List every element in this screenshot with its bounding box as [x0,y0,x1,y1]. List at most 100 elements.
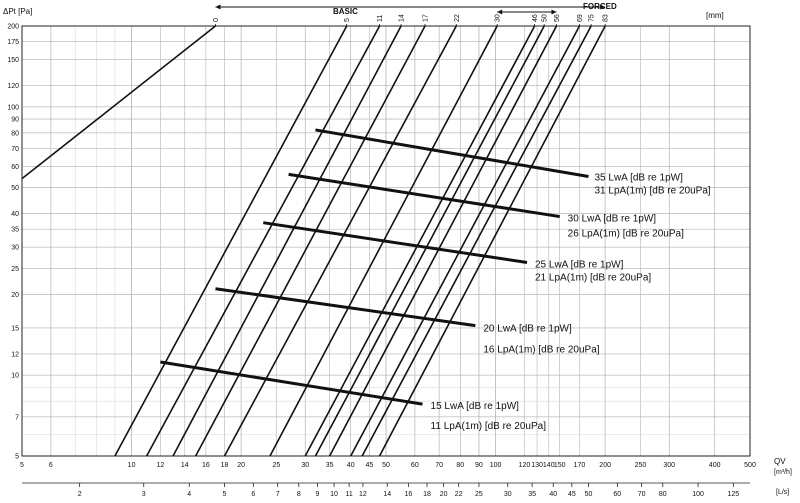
opening-line-17 [194,25,426,457]
x2-tick-label: 30 [504,491,512,498]
y-tick-label: 80 [11,130,19,137]
plot-frame [21,25,751,457]
opening-line-0 [21,25,216,180]
sound-label-lwa: 25 LwA [dB re 1pW] [535,259,624,270]
sound-label-lwa: 15 LwA [dB re 1pW] [431,401,520,412]
x2-tick-label: 10 [330,491,338,498]
x2-tick-label: 14 [383,491,391,498]
opening-line-11 [145,25,381,457]
x2-tick-label: 50 [585,491,593,498]
x-tick-label: 35 [326,462,334,469]
opening-axis-unit: [mm] [706,11,724,20]
x-tick-label: 70 [435,462,443,469]
x-tick-label: 25 [273,462,281,469]
x2-tick-label: 8 [297,491,301,498]
y-tick-label: 60 [11,164,19,171]
x2-tick-label: 35 [528,491,536,498]
opening-tick-label: 69 [577,14,584,22]
x2-tick-label: 80 [659,491,667,498]
y-tick-label: 25 [11,266,19,273]
x-tick-label: 50 [382,462,390,469]
forced-range-arrow-head-right [551,9,557,15]
sound-line-0 [160,360,423,406]
opening-tick-label: 83 [603,14,610,22]
opening-tick-label: 46 [532,14,539,22]
opening-tick-label: 0 [213,18,220,22]
x2-tick-label: 20 [440,491,448,498]
sound-label-lwa: 20 LwA [dB re 1pW] [483,324,572,335]
x-tick-label: 300 [663,462,675,469]
x-tick-label: 100 [490,462,502,469]
x2-tick-label: 7 [276,491,280,498]
opening-line-22 [223,25,458,457]
y-tick-label: 120 [7,83,19,90]
x-tick-label: 14 [181,462,189,469]
x-axis-label: QV [774,457,786,466]
x-tick-label: 200 [599,462,611,469]
x-tick-label: 140 [543,462,555,469]
y-tick-label: 175 [7,39,19,46]
forced-range-arrow-head-left [497,9,503,15]
y-tick-label: 5 [15,454,19,461]
x2-tick-label: 11 [345,491,352,498]
y-tick-label: 20 [11,292,19,299]
x-tick-label: 150 [554,462,566,469]
y-tick-label: 7 [15,414,19,421]
opening-line-83 [378,25,606,457]
x-tick-label: 90 [475,462,483,469]
y-tick-label: 15 [11,325,19,332]
x2-tick-label: 4 [187,491,191,498]
opening-tick-label: 56 [554,14,561,22]
x2-tick-label: 22 [455,491,463,498]
sound-label-lpa: 31 LpA(1m) [dB re 20uPa] [594,185,710,196]
x-tick-label: 45 [365,462,373,469]
x-tick-label: 40 [347,462,355,469]
x2-tick-label: 6 [251,491,255,498]
x2-tick-label: 40 [549,491,557,498]
sound-label-lpa: 16 LpA(1m) [dB re 20uPa] [483,345,599,356]
sound-line-4 [315,128,589,178]
x-tick-label: 130 [531,462,543,469]
y-tick-label: 200 [7,24,19,31]
opening-tick-label: 50 [542,14,549,22]
opening-line-5 [114,25,348,457]
sound-label-lpa: 21 LpA(1m) [dB re 20uPa] [535,272,651,283]
opening-tick-label: 14 [399,14,406,22]
x2-tick-label: 18 [423,491,431,498]
x-tick-label: 20 [237,462,245,469]
x-tick-label: 16 [202,462,210,469]
sound-label-lwa: 35 LwA [dB re 1pW] [594,172,683,183]
x2-axis-unit: [L/s] [776,489,789,496]
y-tick-label: 50 [11,185,19,192]
opening-tick-label: 22 [454,14,461,22]
x2-tick-label: 25 [475,491,483,498]
x-tick-label: 80 [456,462,464,469]
y-tick-label: 90 [11,117,19,124]
x-tick-label: 18 [221,462,229,469]
x2-tick-label: 2 [78,491,82,498]
y-tick-label: 40 [11,211,19,218]
sound-line-1 [215,287,476,328]
x2-tick-label: 9 [315,491,319,498]
x2-tick-label: 12 [359,491,367,498]
x-tick-label: 6 [49,462,53,469]
opening-line-69 [350,25,581,457]
opening-axis-label-forced: FORCED [583,2,617,11]
x-tick-label: 400 [709,462,721,469]
y-tick-label: 10 [11,373,19,380]
x-tick-label: 5 [20,462,24,469]
x2-tick-label: 5 [223,491,227,498]
x2-tick-label: 45 [568,491,576,498]
basic-range-arrow-head-right [600,4,606,10]
sound-label-lwa: 30 LwA [dB re 1pW] [568,214,657,225]
x-tick-label: 10 [128,462,136,469]
x-tick-label: 170 [574,462,586,469]
x2-tick-label: 3 [142,491,146,498]
x2-tick-label: 70 [638,491,646,498]
opening-tick-label: 30 [495,14,502,22]
x2-tick-label: 100 [692,491,704,498]
y-tick-label: 70 [11,146,19,153]
opening-line-14 [172,25,402,457]
x-tick-label: 120 [519,462,531,469]
